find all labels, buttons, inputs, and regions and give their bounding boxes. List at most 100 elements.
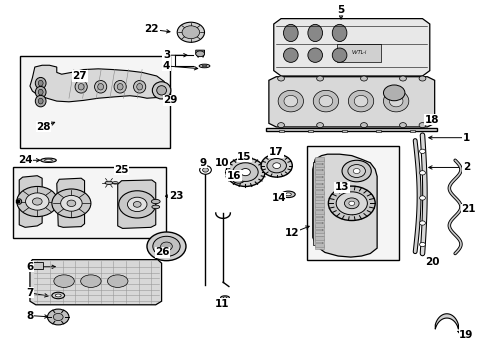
Bar bbox=[341, 130, 346, 132]
Bar bbox=[315, 186, 324, 189]
Circle shape bbox=[272, 163, 280, 168]
Bar bbox=[315, 212, 324, 216]
Circle shape bbox=[360, 123, 366, 128]
Circle shape bbox=[235, 176, 241, 180]
Ellipse shape bbox=[199, 64, 209, 68]
Bar bbox=[336, 44, 380, 62]
Ellipse shape bbox=[195, 51, 204, 57]
Text: 7: 7 bbox=[26, 288, 34, 298]
Ellipse shape bbox=[35, 77, 46, 89]
Bar bbox=[278, 130, 283, 132]
Ellipse shape bbox=[285, 193, 291, 196]
Bar bbox=[315, 223, 324, 227]
Bar bbox=[315, 172, 324, 176]
Circle shape bbox=[419, 196, 425, 200]
Bar bbox=[315, 203, 324, 207]
Circle shape bbox=[277, 76, 284, 81]
Circle shape bbox=[160, 242, 172, 251]
Bar bbox=[315, 237, 324, 240]
Text: 25: 25 bbox=[114, 165, 129, 175]
Text: 29: 29 bbox=[163, 95, 177, 105]
Text: 4: 4 bbox=[163, 61, 170, 71]
Ellipse shape bbox=[202, 65, 206, 67]
Circle shape bbox=[341, 160, 370, 182]
Bar bbox=[315, 192, 324, 196]
Ellipse shape bbox=[307, 24, 322, 41]
Bar bbox=[20, 56, 170, 148]
Ellipse shape bbox=[38, 80, 43, 86]
Ellipse shape bbox=[44, 159, 52, 161]
Ellipse shape bbox=[278, 90, 303, 112]
Circle shape bbox=[52, 189, 91, 218]
Bar bbox=[315, 225, 324, 229]
Ellipse shape bbox=[353, 95, 367, 107]
Circle shape bbox=[348, 201, 354, 206]
Bar bbox=[315, 159, 324, 163]
Polygon shape bbox=[19, 176, 42, 227]
Text: 12: 12 bbox=[285, 228, 299, 238]
Circle shape bbox=[232, 163, 258, 181]
Ellipse shape bbox=[313, 90, 338, 112]
Circle shape bbox=[240, 168, 250, 176]
Text: 24: 24 bbox=[18, 155, 32, 165]
Circle shape bbox=[61, 195, 82, 211]
Polygon shape bbox=[312, 154, 376, 257]
Ellipse shape bbox=[307, 48, 322, 62]
Bar bbox=[315, 157, 324, 161]
Text: VVTL-i: VVTL-i bbox=[351, 50, 366, 55]
Bar bbox=[307, 130, 312, 132]
Circle shape bbox=[383, 85, 404, 101]
Ellipse shape bbox=[284, 95, 297, 107]
Circle shape bbox=[328, 186, 374, 221]
Text: 20: 20 bbox=[424, 257, 439, 267]
Polygon shape bbox=[195, 50, 204, 57]
Circle shape bbox=[419, 149, 425, 153]
Circle shape bbox=[360, 76, 366, 81]
Bar bbox=[315, 170, 324, 174]
Ellipse shape bbox=[117, 84, 123, 90]
Text: 21: 21 bbox=[461, 204, 475, 215]
Circle shape bbox=[419, 242, 425, 247]
Text: 17: 17 bbox=[268, 147, 283, 157]
Ellipse shape bbox=[107, 275, 128, 287]
Ellipse shape bbox=[81, 275, 101, 287]
Bar bbox=[315, 243, 324, 247]
Circle shape bbox=[17, 186, 58, 217]
Ellipse shape bbox=[112, 181, 118, 184]
Circle shape bbox=[261, 154, 292, 177]
Ellipse shape bbox=[347, 90, 373, 112]
Circle shape bbox=[119, 191, 156, 218]
Text: 9: 9 bbox=[199, 158, 206, 168]
Ellipse shape bbox=[38, 98, 43, 104]
Ellipse shape bbox=[105, 181, 113, 184]
Circle shape bbox=[418, 123, 425, 128]
Circle shape bbox=[127, 197, 147, 212]
Circle shape bbox=[53, 314, 63, 320]
Text: 18: 18 bbox=[424, 115, 439, 125]
Bar bbox=[315, 190, 324, 194]
Text: 3: 3 bbox=[163, 50, 170, 60]
Ellipse shape bbox=[283, 24, 298, 41]
Bar bbox=[315, 177, 324, 180]
Polygon shape bbox=[266, 128, 436, 131]
Text: 10: 10 bbox=[215, 158, 229, 168]
Text: 22: 22 bbox=[144, 24, 159, 35]
Ellipse shape bbox=[281, 191, 295, 198]
Ellipse shape bbox=[157, 86, 166, 95]
Bar bbox=[409, 130, 414, 132]
Ellipse shape bbox=[220, 296, 229, 300]
Circle shape bbox=[147, 232, 185, 261]
Ellipse shape bbox=[223, 297, 226, 298]
Bar bbox=[315, 164, 324, 167]
Ellipse shape bbox=[94, 81, 106, 93]
Bar bbox=[13, 167, 166, 238]
Ellipse shape bbox=[133, 81, 145, 93]
Bar bbox=[315, 184, 324, 187]
Polygon shape bbox=[30, 260, 161, 305]
Polygon shape bbox=[118, 180, 156, 228]
Circle shape bbox=[419, 171, 425, 175]
Circle shape bbox=[344, 198, 358, 209]
Text: 8: 8 bbox=[26, 311, 34, 320]
Bar bbox=[315, 239, 324, 242]
Ellipse shape bbox=[114, 81, 126, 93]
